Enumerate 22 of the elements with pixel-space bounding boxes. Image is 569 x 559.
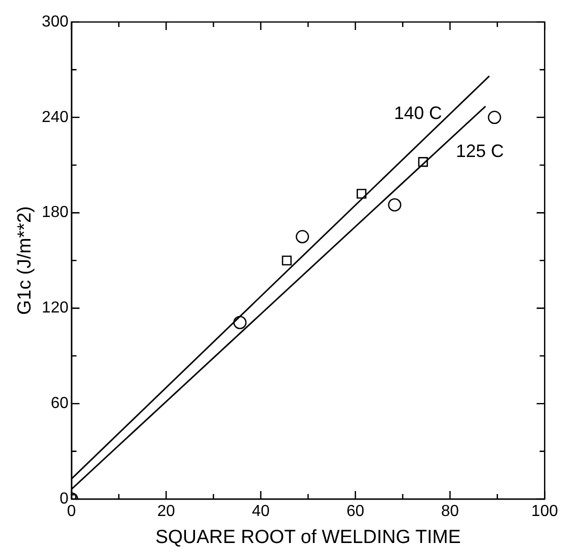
x-tick-label: 20 [157,503,176,520]
x-axis-title: SQUARE ROOT of WELDING TIME [155,526,461,548]
point [388,198,402,212]
series-label: 125 C [456,141,504,162]
y-axis-title: G1c (J/m**2) [14,206,36,315]
x-tick-label: 60 [346,503,364,520]
point [418,157,428,167]
y-tick-label: 60 [50,395,69,412]
point [233,316,247,330]
x-tick-label: 40 [252,503,270,520]
point [356,188,366,199]
point [488,110,502,124]
point [296,230,310,244]
y-tick-label: 0 [60,490,69,508]
y-tick-label: 300 [42,13,69,30]
x-tick-label: 80 [441,503,460,520]
point [282,256,292,266]
y-tick-label: 240 [42,108,69,126]
x-tick-label: 100 [531,503,558,520]
y-tick-label: 180 [42,204,69,222]
y-tick-label: 120 [42,300,69,317]
series-label: 140 C [394,102,442,123]
